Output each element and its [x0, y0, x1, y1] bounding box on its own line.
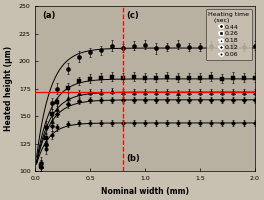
Text: (c): (c): [126, 11, 139, 20]
Text: (b): (b): [126, 154, 140, 163]
Legend: 0.44, 0.26, 0.18, 0.12, 0.06: 0.44, 0.26, 0.18, 0.12, 0.06: [206, 9, 252, 60]
Text: (a): (a): [42, 11, 55, 20]
Y-axis label: Heated height (μm): Heated height (μm): [4, 46, 13, 131]
X-axis label: Nominal width (mm): Nominal width (mm): [101, 187, 189, 196]
